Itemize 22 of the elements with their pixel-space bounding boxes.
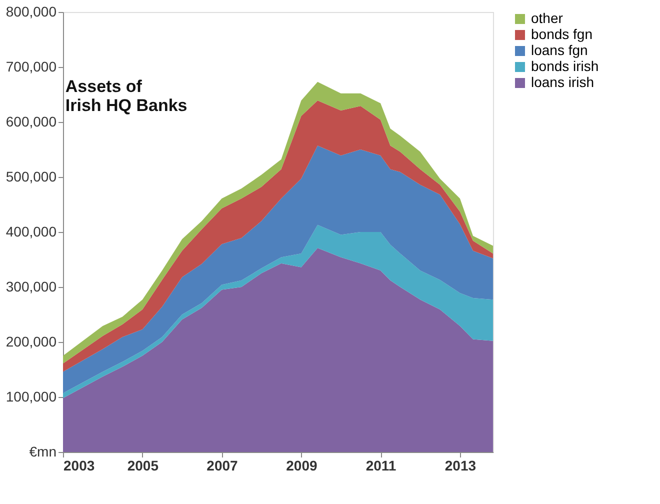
y-tick-label: 400,000 [6,224,57,240]
legend-label: bonds irish [531,58,599,74]
y-tick-label: €mn [29,444,56,460]
text: Irish HQ Banks [65,96,188,115]
text: Assets of [65,77,142,96]
y-tick-label: 800,000 [6,4,57,20]
x-tick-label: 2011 [366,458,396,474]
x-tick-label: 2005 [127,458,159,474]
y-tick-label: 200,000 [6,334,57,350]
y-tick-label: 700,000 [6,58,57,74]
y-tick-label: 500,000 [6,168,57,184]
legend-label: other [531,10,564,26]
y-tick-label: 300,000 [6,278,57,294]
y-tick-label: 100,000 [6,388,57,404]
y-tick-label: 600,000 [6,114,57,130]
x-tick-label: 2007 [206,458,238,474]
x-tick-label: 2013 [444,458,476,474]
legend-label: bonds fgn [531,26,592,42]
legend-label: loans irish [531,74,594,90]
legend-label: loans fgn [531,42,588,58]
x-tick-label: 2003 [64,458,95,474]
x-tick-label: 2009 [286,458,318,474]
